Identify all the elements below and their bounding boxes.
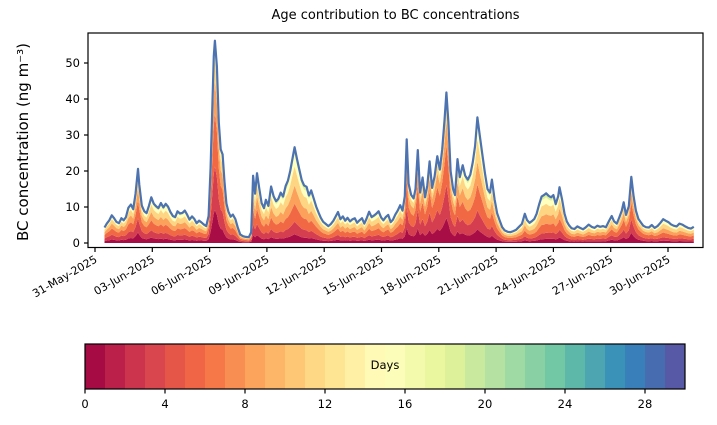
colorbar-segment xyxy=(505,344,526,389)
colorbar-segment xyxy=(85,344,106,389)
x-tick-label: 30-Jun-2025 xyxy=(607,253,672,298)
colorbar-tick-label: 28 xyxy=(638,397,653,411)
colorbar-segment xyxy=(225,344,246,389)
colorbar-segment xyxy=(445,344,466,389)
x-tick-label: 24-Jun-2025 xyxy=(493,253,558,298)
colorbar-segment xyxy=(205,344,226,389)
y-tick-label: 30 xyxy=(65,128,80,142)
colorbar-segment xyxy=(565,344,586,389)
colorbar-border xyxy=(84,343,686,390)
colorbar-segment xyxy=(605,344,626,389)
colorbar: 0 4 8 12 16 20 24 28 xyxy=(81,343,686,411)
colorbar-segment xyxy=(625,344,646,389)
colorbar-tick-label: 12 xyxy=(318,397,333,411)
x-tick-label: 27-Jun-2025 xyxy=(550,253,615,298)
x-tick-label: 15-Jun-2025 xyxy=(321,253,386,298)
age-band-2 xyxy=(104,113,694,242)
x-tick-label: 21-Jun-2025 xyxy=(435,253,500,298)
y-tick-label: 0 xyxy=(73,236,80,250)
colorbar-segment xyxy=(125,344,146,389)
x-tick-label: 12-Jun-2025 xyxy=(264,253,329,298)
colorbar-segment xyxy=(465,344,486,389)
colorbar-segment xyxy=(145,344,166,389)
y-axis-ticks: 0 10 20 30 40 50 xyxy=(65,56,88,250)
colorbar-segment xyxy=(345,344,366,389)
colorbar-tick-label: 4 xyxy=(161,397,168,411)
y-tick-label: 10 xyxy=(65,200,80,214)
colorbar-segment xyxy=(325,344,346,389)
colorbar-tick-label: 20 xyxy=(478,397,493,411)
colorbar-segment xyxy=(285,344,306,389)
y-tick-label: 20 xyxy=(65,164,80,178)
colorbar-segment xyxy=(365,344,386,389)
plot-border xyxy=(87,32,704,249)
chart-title: Age contribution to BC concentrations xyxy=(271,8,520,23)
colorbar-segment xyxy=(405,344,426,389)
colorbar-segment xyxy=(525,344,546,389)
colorbar-segment xyxy=(305,344,326,389)
colorbar-tick-label: 16 xyxy=(398,397,413,411)
stacked-age-areas xyxy=(104,40,694,243)
x-tick-label: 09-Jun-2025 xyxy=(206,253,271,298)
colorbar-segment xyxy=(245,344,266,389)
x-tick-label: 06-Jun-2025 xyxy=(149,253,214,298)
x-tick-label: 31-May-2025 xyxy=(30,253,99,301)
colorbar-segment xyxy=(105,344,126,389)
age-band-1 xyxy=(104,166,694,243)
colorbar-segment xyxy=(425,344,446,389)
colorbar-label: Days xyxy=(370,358,400,372)
y-tick-label: 40 xyxy=(65,92,80,106)
age-band-0 xyxy=(104,210,694,243)
colorbar-segment xyxy=(585,344,606,389)
x-tick-label: 18-Jun-2025 xyxy=(378,253,443,298)
colorbar-segment xyxy=(185,344,206,389)
x-tick-label: 03-Jun-2025 xyxy=(92,253,157,298)
total-bc-line xyxy=(103,39,695,239)
colorbar-segment xyxy=(665,344,686,389)
colorbar-segment xyxy=(545,344,566,389)
colorbar-tick-label: 8 xyxy=(241,397,248,411)
age-band-3 xyxy=(104,80,694,241)
colorbar-segment xyxy=(265,344,286,389)
y-tick-label: 50 xyxy=(65,56,80,70)
colorbar-tick-label: 0 xyxy=(81,397,88,411)
colorbar-tick-label: 24 xyxy=(558,397,573,411)
colorbar-segment xyxy=(485,344,506,389)
x-axis-ticks: 31-May-202503-Jun-202506-Jun-202509-Jun-… xyxy=(30,247,673,301)
colorbar-segment xyxy=(165,344,186,389)
colorbar-segment xyxy=(645,344,666,389)
colorbar-segment xyxy=(385,344,406,389)
